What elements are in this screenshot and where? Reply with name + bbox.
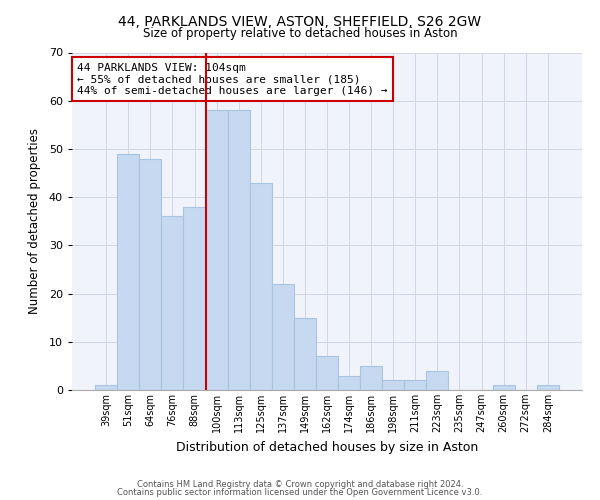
Bar — [360, 366, 382, 390]
Bar — [139, 158, 161, 390]
Bar — [184, 207, 206, 390]
Text: 44 PARKLANDS VIEW: 104sqm
← 55% of detached houses are smaller (185)
44% of semi: 44 PARKLANDS VIEW: 104sqm ← 55% of detac… — [77, 62, 388, 96]
X-axis label: Distribution of detached houses by size in Aston: Distribution of detached houses by size … — [176, 440, 478, 454]
Bar — [338, 376, 360, 390]
Bar — [493, 385, 515, 390]
Bar — [117, 154, 139, 390]
Bar — [161, 216, 184, 390]
Bar — [316, 356, 338, 390]
Text: Contains public sector information licensed under the Open Government Licence v3: Contains public sector information licen… — [118, 488, 482, 497]
Text: 44, PARKLANDS VIEW, ASTON, SHEFFIELD, S26 2GW: 44, PARKLANDS VIEW, ASTON, SHEFFIELD, S2… — [118, 15, 482, 29]
Bar — [272, 284, 294, 390]
Bar — [427, 370, 448, 390]
Bar — [404, 380, 427, 390]
Bar — [227, 110, 250, 390]
Bar — [250, 182, 272, 390]
Text: Size of property relative to detached houses in Aston: Size of property relative to detached ho… — [143, 28, 457, 40]
Bar — [537, 385, 559, 390]
Bar — [382, 380, 404, 390]
Bar — [95, 385, 117, 390]
Y-axis label: Number of detached properties: Number of detached properties — [28, 128, 41, 314]
Bar — [294, 318, 316, 390]
Text: Contains HM Land Registry data © Crown copyright and database right 2024.: Contains HM Land Registry data © Crown c… — [137, 480, 463, 489]
Bar — [206, 110, 227, 390]
